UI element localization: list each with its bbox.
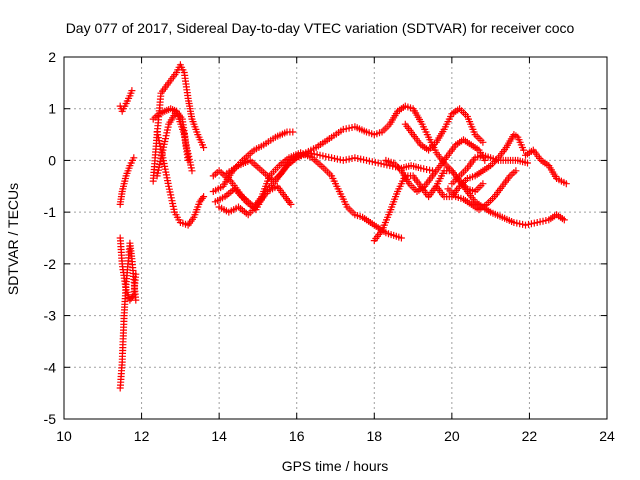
series-track-8 <box>153 128 208 229</box>
y-axis-label: SDTVAR / TECUs <box>5 183 21 295</box>
data-point <box>184 156 192 164</box>
series-track-7 <box>153 107 192 180</box>
y-tick-label: 1 <box>48 101 56 117</box>
series-track-21 <box>522 146 570 188</box>
x-tick-label: 14 <box>211 428 227 444</box>
data-point <box>188 167 196 175</box>
x-tick-label: 24 <box>599 428 615 444</box>
y-tick-label: -1 <box>44 204 57 220</box>
series-track-13 <box>223 151 305 185</box>
x-tick-label: 10 <box>56 428 72 444</box>
series-track-12 <box>215 182 295 219</box>
data-point <box>130 154 138 162</box>
x-tick-label: 12 <box>134 428 150 444</box>
data-point <box>200 144 208 151</box>
y-tick-label: -2 <box>44 256 57 272</box>
data-point <box>397 234 405 242</box>
x-tick-label: 18 <box>366 428 382 444</box>
data-point <box>132 296 140 304</box>
series-track-2 <box>116 234 140 304</box>
series-track-4 <box>116 87 136 115</box>
data-point <box>479 180 487 188</box>
plot-frame <box>63 56 608 420</box>
data-point <box>512 167 520 175</box>
data-point <box>560 216 568 224</box>
y-tick-label: 0 <box>48 152 56 168</box>
series-track-15 <box>370 167 568 245</box>
y-tick-label: -3 <box>44 308 57 324</box>
series-track-3 <box>116 154 138 208</box>
chart-title: Day 077 of 2017, Sidereal Day-to-day VTE… <box>66 20 575 36</box>
x-tick-label: 16 <box>289 428 305 444</box>
data-point <box>479 138 487 146</box>
data-point <box>128 87 136 95</box>
x-axis-label: GPS time / hours <box>282 458 389 474</box>
data-point <box>287 200 295 208</box>
x-tick-label: 22 <box>522 428 538 444</box>
data-point <box>200 193 208 201</box>
series-track-17 <box>401 105 487 154</box>
data-point <box>129 293 136 301</box>
data-point <box>520 146 528 154</box>
series-track-16 <box>382 136 489 195</box>
y-tick-label: 2 <box>48 49 56 65</box>
data-point <box>132 270 140 278</box>
series-track-19 <box>448 151 531 188</box>
data-point <box>481 156 489 164</box>
data-point <box>562 180 570 188</box>
plot-area <box>116 61 570 392</box>
data-point <box>524 159 531 167</box>
data-point <box>522 221 529 229</box>
y-tick-label: -4 <box>44 359 57 375</box>
series-track-20 <box>444 167 520 214</box>
data-point <box>289 128 297 136</box>
y-tick-label: -5 <box>44 411 57 427</box>
data-point <box>368 158 376 166</box>
x-tick-label: 20 <box>444 428 460 444</box>
